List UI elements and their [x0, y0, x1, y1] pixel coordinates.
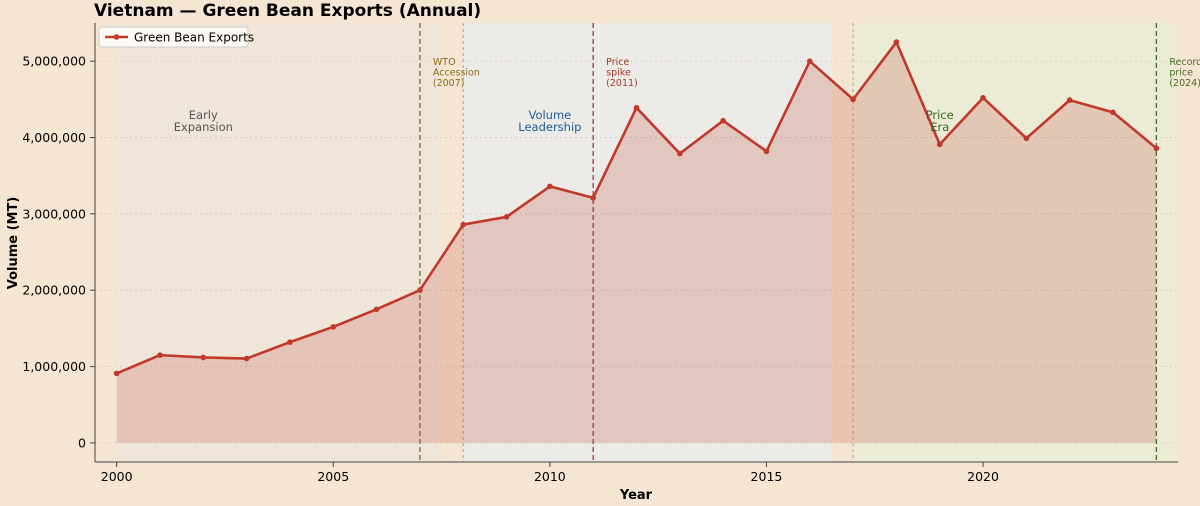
- data-point-2006: [373, 306, 380, 313]
- y-tick-label: 5,000,000: [22, 54, 86, 69]
- x-axis-label: Year: [619, 488, 653, 503]
- legend-label: Green Bean Exports: [134, 31, 254, 45]
- plot-area: Early Expansion Volume Leadership Price Era WT…: [95, 23, 1200, 462]
- event-label-3: Record price (2024): [1169, 57, 1200, 89]
- data-point-2020: [980, 95, 986, 101]
- data-point-2000: [113, 370, 120, 377]
- series-area: [116, 42, 1157, 443]
- band-label-3: Price Era: [926, 108, 954, 134]
- shaded-band-1: [116, 23, 442, 462]
- data-point-2007: [417, 287, 423, 294]
- chart-title: Vietnam — Green Bean Exports (Annual): [94, 1, 481, 21]
- data-point-2021: [1023, 135, 1030, 142]
- data-point-2002: [200, 354, 207, 361]
- data-point-2008: [460, 221, 467, 228]
- data-point-2001: [157, 352, 163, 358]
- data-point-2023: [1110, 109, 1116, 116]
- legend-box: [98, 26, 249, 48]
- legend: Green Bean Exports: [98, 26, 254, 48]
- x-tick-label: 2000: [101, 469, 133, 484]
- event-label-1: WTO Accession (2007): [433, 57, 480, 89]
- data-point-2013: [677, 150, 683, 157]
- data-point-2024: [1153, 145, 1160, 152]
- data-point-2012: [633, 104, 640, 111]
- data-point-2016: [806, 58, 813, 64]
- y-tick-label: 0: [78, 435, 86, 450]
- x-tick-label: 2010: [534, 469, 566, 484]
- data-point-2022: [1066, 97, 1073, 103]
- y-tick-label: 4,000,000: [22, 130, 86, 145]
- x-tick-label: 2005: [317, 469, 349, 484]
- data-point-2011: [590, 195, 596, 201]
- data-point-2003: [243, 355, 250, 362]
- data-point-2019: [936, 141, 943, 148]
- data-point-2015: [763, 148, 770, 155]
- x-tick-label: 2020: [967, 469, 999, 484]
- legend-marker: [113, 34, 120, 40]
- data-point-2017: [850, 96, 856, 103]
- band-label-2: Volume Leadership: [518, 108, 581, 134]
- data-point-2004: [287, 339, 293, 345]
- data-point-2009: [503, 214, 510, 220]
- shaded-band-3: [853, 23, 1178, 462]
- y-axis: 0 1,000,000 2,000,000 3,000,000 4,000,000 5,0…: [22, 23, 96, 462]
- shaded-band-2: [463, 23, 832, 462]
- y-axis-label: Volume (MT): [6, 197, 21, 290]
- y-tick-label: 3,000,000: [22, 206, 86, 221]
- data-point-2018: [893, 39, 900, 45]
- data-point-2010: [547, 183, 553, 190]
- event-label-2: Price spike (2011): [606, 57, 638, 89]
- data-point-2014: [720, 117, 726, 124]
- x-tick-label: 2015: [751, 469, 783, 484]
- band-label-1: Early Expansion: [174, 108, 233, 134]
- y-tick-label: 2,000,000: [22, 283, 86, 298]
- x-axis: 2000 2005 2010 2015 2020: [95, 461, 1178, 484]
- data-point-2005: [330, 324, 337, 330]
- y-tick-label: 1,000,000: [22, 359, 86, 374]
